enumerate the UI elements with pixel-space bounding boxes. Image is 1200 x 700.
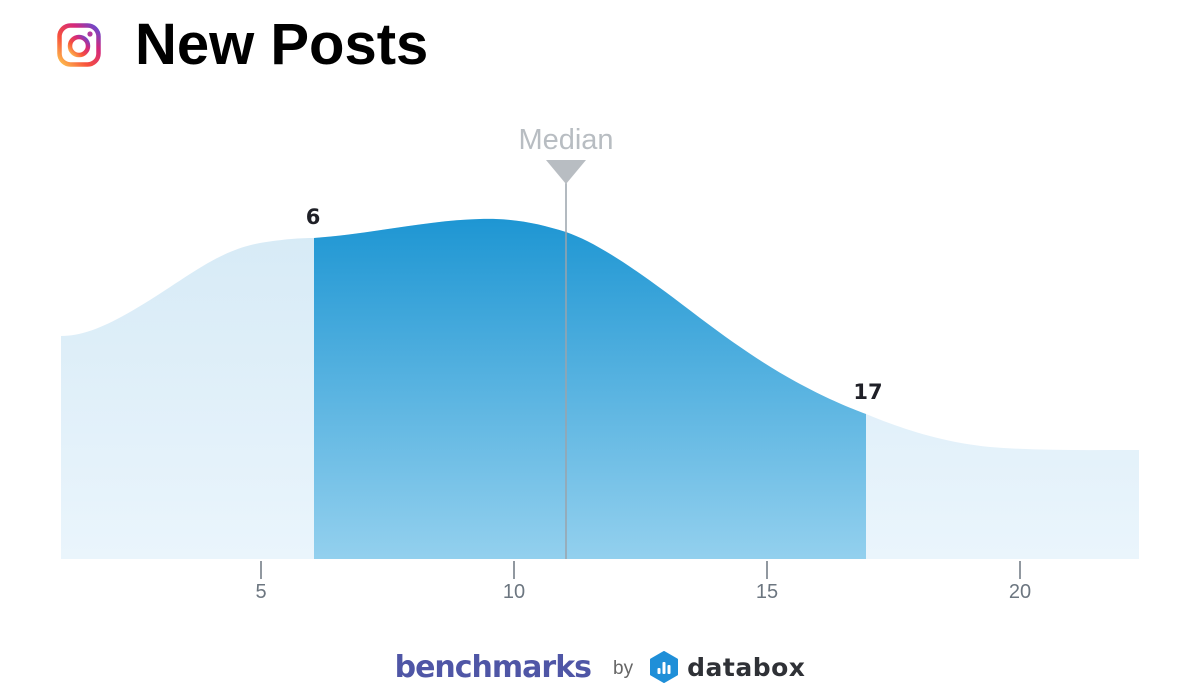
instagram-icon [57,23,101,67]
x-tick-label: 10 [503,581,525,603]
median-marker-icon [546,160,586,184]
range-end-label: 17 [853,380,882,404]
databox-logo-icon [650,651,679,683]
median-label: Median [518,124,613,156]
benchmarks-logo-text: benchmarks [394,649,592,685]
footer-branding: benchmarks by databox [0,640,1200,694]
chart-header: New Posts [57,10,428,80]
highlight-range-area [314,218,866,559]
x-tick-label: 20 [1009,581,1031,603]
x-tick-label: 15 [756,581,778,603]
x-axis: 5 10 15 20 [255,561,1031,603]
by-text: by [613,658,634,679]
databox-logo-text: databox [687,652,806,682]
page-title: New Posts [135,12,429,77]
x-tick-label: 5 [255,581,266,603]
range-start-label: 6 [306,205,321,229]
